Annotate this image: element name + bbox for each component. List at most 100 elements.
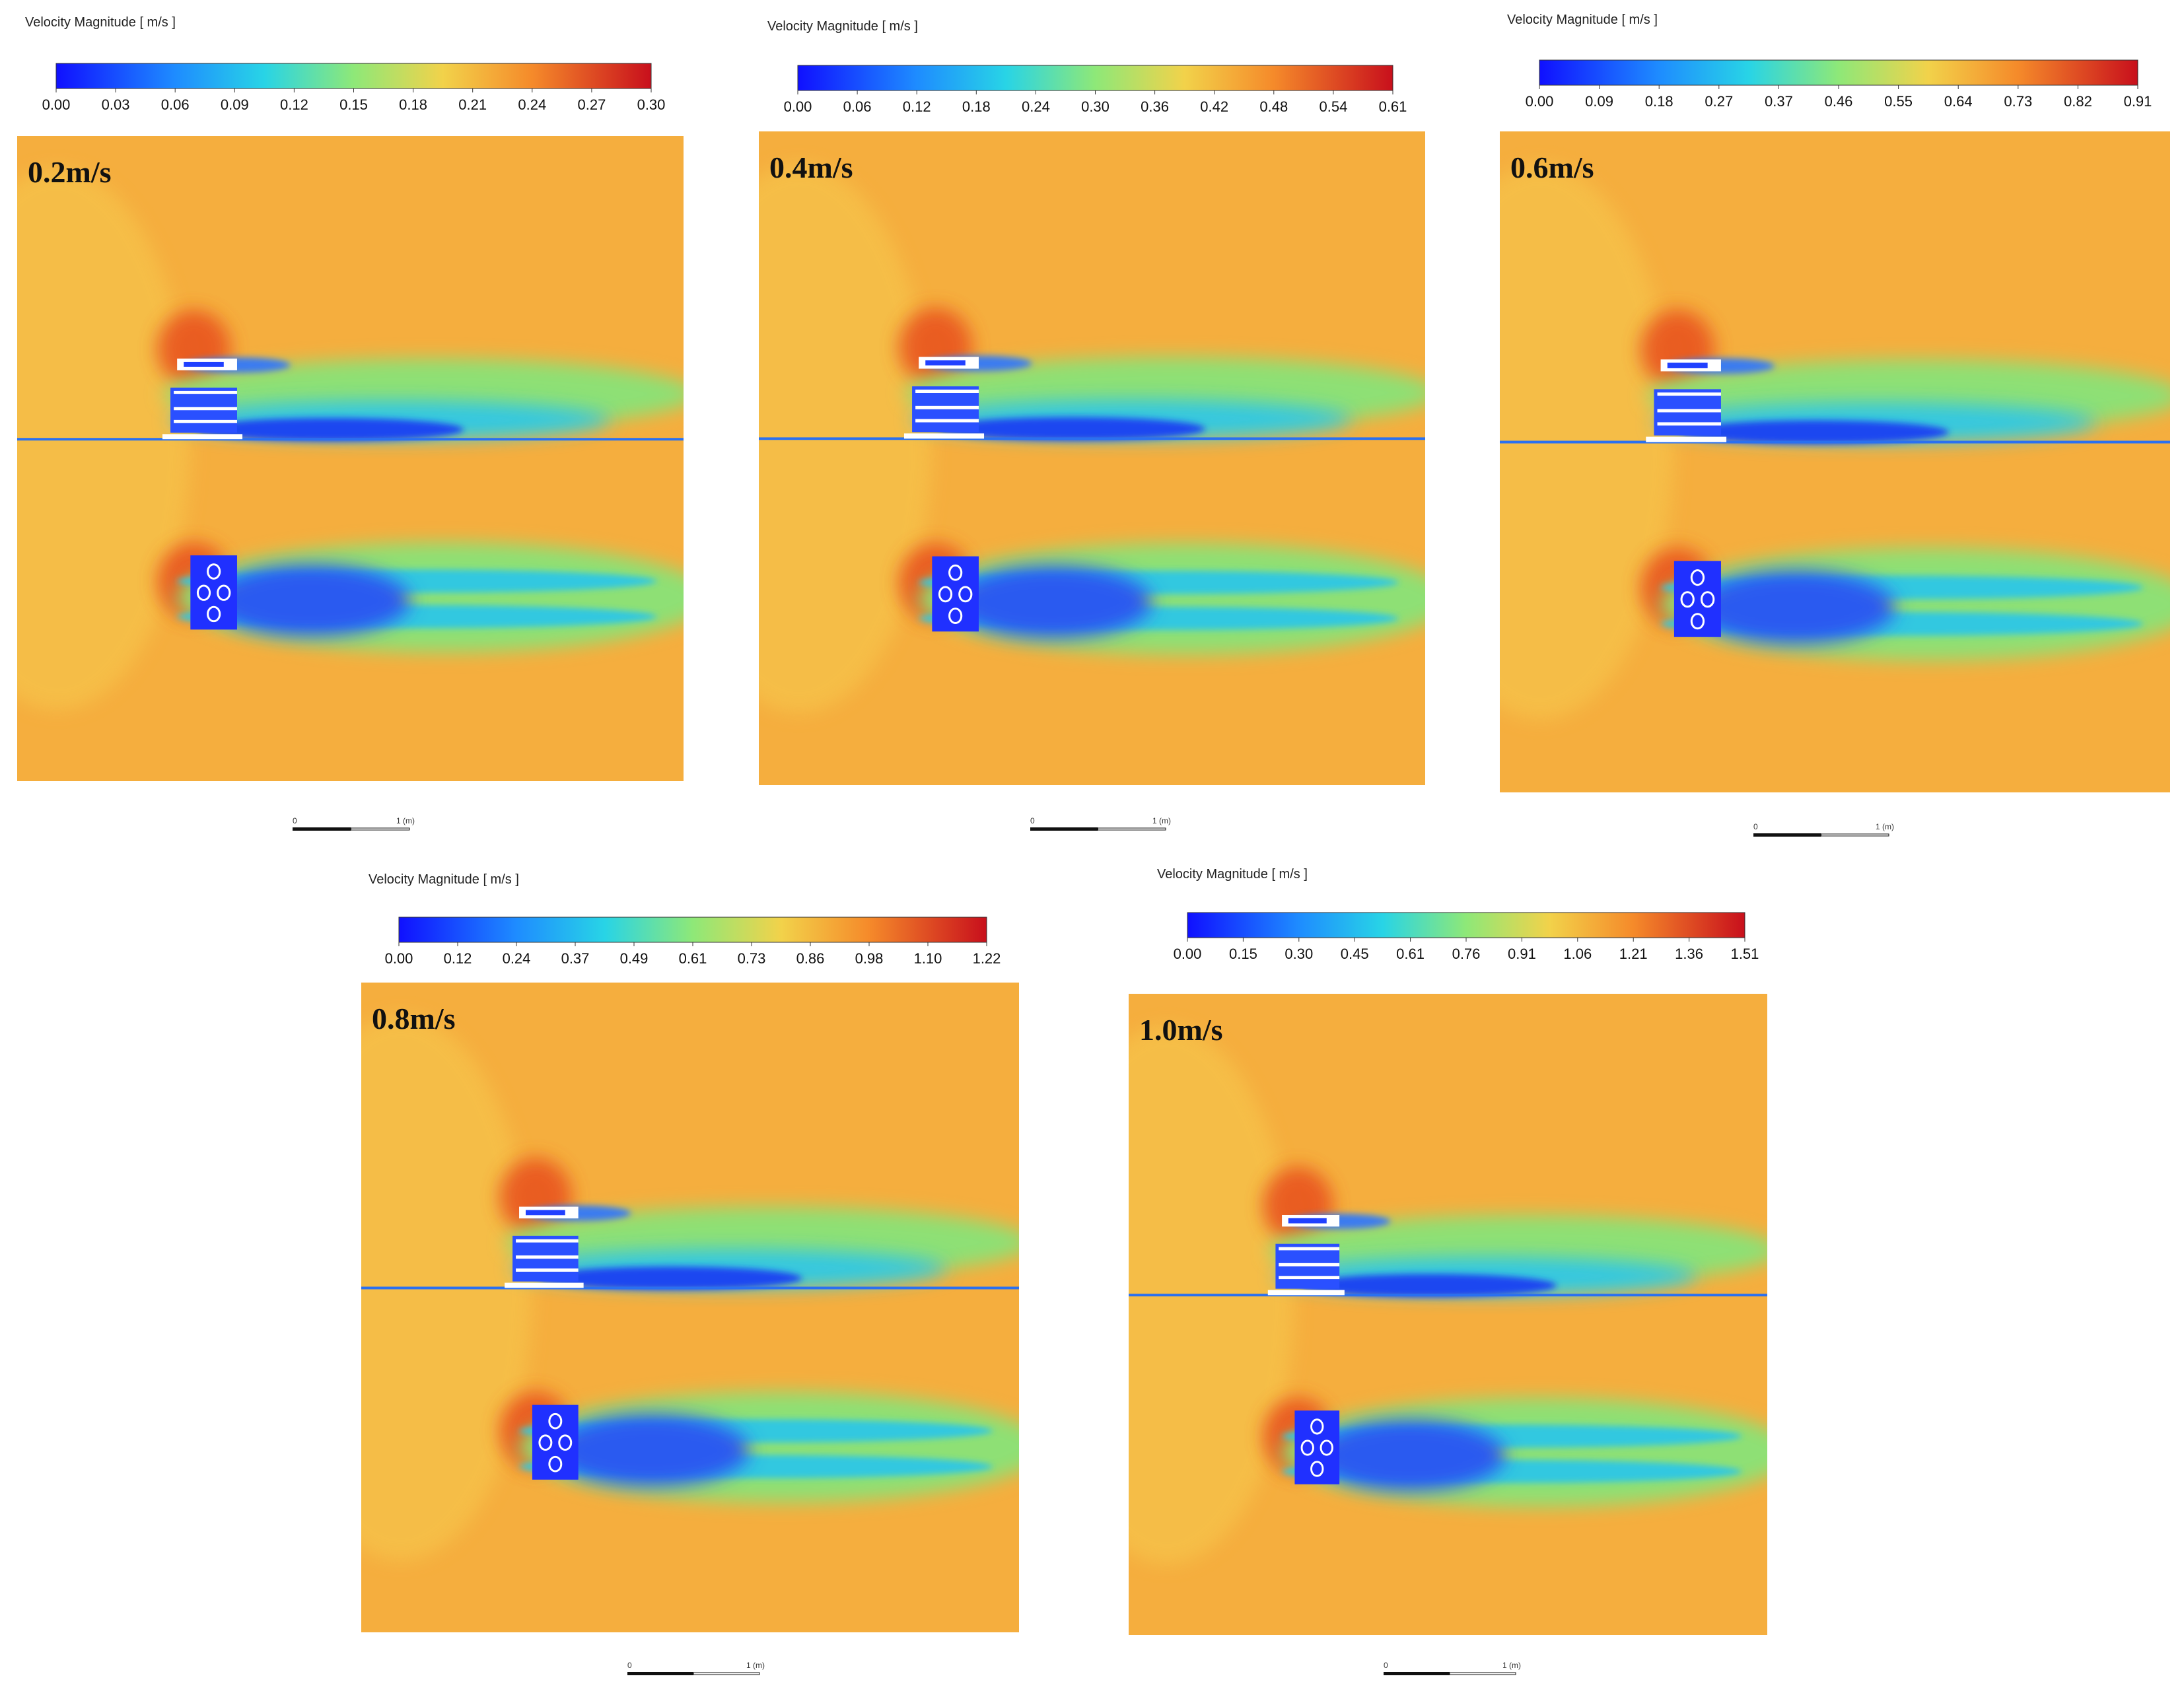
- colorbar-tick-label: 0.00: [42, 96, 71, 113]
- colorbar-tick-label: 0.30: [1081, 98, 1110, 115]
- wake: [1314, 1420, 1506, 1491]
- hull: [1646, 436, 1727, 442]
- hull: [1279, 1247, 1340, 1251]
- float: [948, 564, 963, 581]
- hull: [184, 361, 224, 367]
- colorbar-tick-label: 0.12: [444, 950, 472, 967]
- float: [1310, 1461, 1324, 1477]
- colorbar-tick-label: 1.51: [1731, 946, 1759, 962]
- hull: [174, 390, 237, 394]
- float: [1690, 613, 1705, 630]
- colorbar-tick-label: 1.36: [1675, 946, 1703, 962]
- hull: [505, 1282, 584, 1288]
- colorbar-tick-label: 0.49: [620, 950, 649, 967]
- colorbar-tick-label: 0.00: [1174, 946, 1202, 962]
- colorbar-tick-label: 0.42: [1200, 98, 1228, 115]
- colorbar-tick-label: 0.48: [1259, 98, 1288, 115]
- legend-title: Velocity Magnitude [ m/s ]: [25, 15, 176, 30]
- colorbar-tick-label: 0.46: [1825, 93, 1853, 110]
- colorbar-tick-label: 1.22: [973, 950, 1001, 967]
- hull: [516, 1268, 579, 1272]
- colorbar-tick-label: 0.91: [1508, 946, 1536, 962]
- colorbar-tick-label: 0.18: [962, 98, 991, 115]
- scale-bar: [693, 1672, 760, 1675]
- colorbar-tick-label: 0.09: [1585, 93, 1613, 110]
- wake: [952, 566, 1152, 639]
- colorbar-tick-label: 0.61: [1396, 946, 1425, 962]
- hull: [1267, 1290, 1345, 1296]
- scale-bar: [351, 827, 410, 831]
- speed-label: 0.6m/s: [1510, 151, 1594, 184]
- hull: [1654, 389, 1721, 436]
- colorbar-tick-label: 0.15: [1229, 946, 1257, 962]
- speed-label: 1.0m/s: [1139, 1013, 1223, 1047]
- colorbar-tick-label: 0.61: [679, 950, 707, 967]
- colorbar: [1539, 59, 2138, 86]
- wake: [551, 1414, 750, 1486]
- float: [1700, 591, 1715, 608]
- colorbar-tick-label: 0.00: [385, 950, 413, 967]
- colorbar-tick-label: 0.06: [843, 98, 872, 115]
- colorbar: [1187, 912, 1745, 938]
- hull: [1657, 392, 1721, 396]
- speed-label: 0.4m/s: [769, 151, 853, 184]
- colorbar-tick-label: 0.00: [784, 98, 812, 115]
- hull: [516, 1255, 579, 1259]
- scale-bar: [1030, 827, 1098, 831]
- colorbar-tick-label: 0.24: [518, 96, 546, 113]
- scale-label: 0: [1384, 1661, 1388, 1670]
- float: [948, 608, 963, 624]
- float: [1680, 591, 1695, 608]
- colorbar-tick-label: 0.64: [1944, 93, 1973, 110]
- colorbar-tick-label: 0.00: [1526, 93, 1554, 110]
- wake: [197, 417, 464, 442]
- colorbar-tick-label: 0.54: [1319, 98, 1347, 115]
- hull: [1667, 363, 1708, 368]
- float: [548, 1455, 563, 1473]
- hull: [526, 1210, 565, 1216]
- colorbar: [55, 63, 652, 89]
- colorbar-tick-label: 0.37: [561, 950, 590, 967]
- hull: [1279, 1276, 1340, 1280]
- float: [196, 584, 211, 601]
- speed-label: 0.2m/s: [28, 155, 112, 189]
- colorbar-tick-label: 0.21: [458, 96, 487, 113]
- colorbar-tick-label: 0.12: [280, 96, 308, 113]
- scale-label: 1 (m): [396, 816, 415, 825]
- colorbar-tick-label: 0.82: [2064, 93, 2092, 110]
- scale-label: 0: [627, 1661, 632, 1670]
- scale-bar: [1753, 833, 1821, 837]
- colorbar-tick-label: 0.73: [738, 950, 766, 967]
- scale-label: 1 (m): [1502, 1661, 1521, 1670]
- colorbar-tick-label: 0.06: [161, 96, 190, 113]
- wake: [1301, 1274, 1557, 1298]
- scale-bar: [1098, 827, 1166, 831]
- hull: [915, 390, 979, 393]
- colorbar-tick-label: 0.98: [855, 950, 884, 967]
- panel: Velocity Magnitude [ m/s ] 0.00 0.09 0.18 0.…: [1500, 13, 2170, 837]
- panel: Velocity Magnitude [ m/s ] 0.00 0.15 0.30 0.…: [1129, 867, 1767, 1675]
- legend-title: Velocity Magnitude [ m/s ]: [1507, 13, 1658, 27]
- colorbar-tick-label: 0.12: [903, 98, 931, 115]
- colorbar-tick-label: 1.21: [1619, 946, 1648, 962]
- contour-field: [17, 136, 684, 781]
- hull: [1275, 1243, 1340, 1289]
- wake: [1694, 571, 1895, 644]
- colorbar-tick-label: 0.27: [577, 96, 606, 113]
- colorbar-tick-label: 0.61: [1379, 98, 1407, 115]
- colorbar-tick-label: 0.09: [221, 96, 249, 113]
- wake: [1681, 420, 1950, 444]
- colorbar-tick-label: 0.18: [399, 96, 427, 113]
- float: [1690, 569, 1705, 586]
- colorbar-tick-label: 0.76: [1452, 946, 1481, 962]
- colorbar-tick-label: 0.24: [1022, 98, 1050, 115]
- float: [207, 606, 221, 623]
- panel: Velocity Magnitude [ m/s ] 0.00 0.06 0.12 0.…: [759, 19, 1425, 831]
- hull: [174, 407, 237, 411]
- wake: [210, 565, 411, 637]
- hull: [516, 1239, 579, 1243]
- scale-bar: [1449, 1672, 1516, 1675]
- wake: [938, 417, 1206, 441]
